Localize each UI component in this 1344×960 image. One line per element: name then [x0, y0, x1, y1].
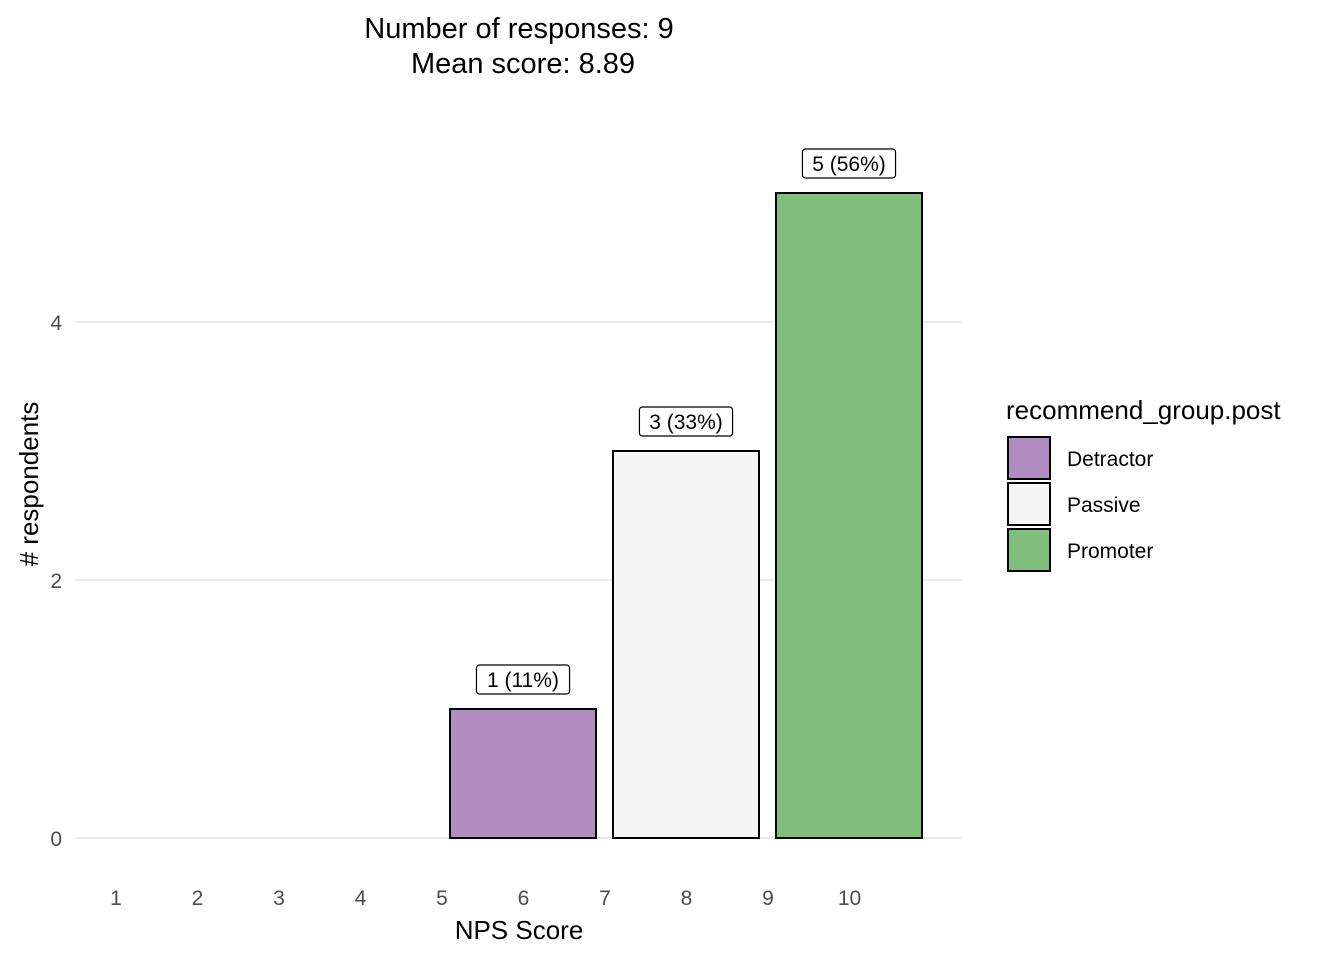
data-label-text: 3 (33%)	[649, 411, 723, 434]
data-label-box	[638, 406, 734, 437]
x-tick-label: 6	[518, 887, 530, 910]
x-tick-label: 2	[192, 887, 204, 910]
legend-label-passive: Passive	[1067, 494, 1141, 517]
legend-label-detractor: Detractor	[1067, 448, 1153, 471]
x-tick-label: 3	[273, 887, 285, 910]
y-tick-label: 4	[50, 312, 62, 335]
chart-title-line-1: Number of responses: 9	[364, 13, 673, 45]
legend-title: recommend_group.post	[1006, 395, 1281, 425]
x-tick-label: 10	[838, 887, 861, 910]
legend-key-detractor	[1007, 436, 1051, 480]
x-tick-label: 1	[110, 887, 122, 910]
bar-detractor	[449, 708, 597, 839]
y-axis-ticks: 0 2 4	[50, 312, 62, 851]
x-axis-ticks: 1 2 3 4 5 6 7 8 9 10	[110, 887, 861, 910]
y-axis-title: # respondents	[14, 402, 44, 567]
legend-key-promoter	[1007, 528, 1051, 572]
data-label-text: 5 (56%)	[812, 153, 886, 176]
legend: recommend_group.post Detractor Passive Pro…	[1006, 395, 1281, 572]
chart-title-line-2: Mean score: 8.89	[411, 48, 635, 80]
x-tick-label: 7	[599, 887, 611, 910]
data-label-passive: 3 (33%)	[638, 406, 734, 437]
legend-key-passive	[1007, 482, 1051, 526]
x-tick-label: 4	[355, 887, 367, 910]
x-tick-label: 8	[681, 887, 693, 910]
bars	[449, 192, 923, 839]
legend-label-promoter: Promoter	[1067, 540, 1153, 563]
data-label-box	[801, 148, 897, 179]
y-tick-label: 0	[50, 828, 62, 851]
data-label-text: 1 (11%)	[487, 669, 559, 692]
y-tick-label: 2	[50, 570, 62, 593]
data-label-promoter: 5 (56%)	[801, 148, 897, 179]
x-tick-label: 5	[436, 887, 448, 910]
bar-promoter	[775, 192, 923, 839]
bar-passive	[612, 450, 760, 839]
chart-title: Number of responses: 9 Mean score: 8.89	[364, 13, 673, 80]
data-labels: 1 (11%) 3 (33%) 5 (56%)	[475, 148, 897, 695]
x-axis-title: NPS Score	[455, 915, 584, 945]
data-label-box	[475, 664, 571, 695]
x-tick-label: 9	[762, 887, 774, 910]
data-label-detractor: 1 (11%)	[475, 664, 571, 695]
